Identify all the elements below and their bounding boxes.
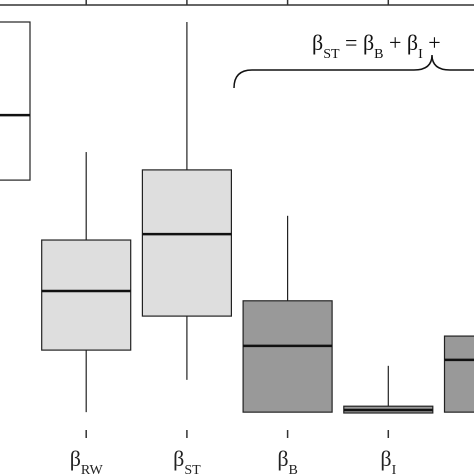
annotation-text: + <box>423 30 441 55</box>
label-symbol: β <box>70 446 81 471</box>
x-tick-label: βST <box>173 446 201 474</box>
label-subscript: B <box>289 463 298 474</box>
label-symbol: β <box>277 446 288 471</box>
box <box>141 169 232 317</box>
annotation-text: = β <box>340 30 375 55</box>
label-subscript: ST <box>184 463 201 474</box>
annotation-text: β <box>312 30 323 55</box>
x-tick-label: βI <box>380 446 396 474</box>
box <box>242 300 333 413</box>
annotation-text: + β <box>384 30 419 55</box>
brace <box>233 54 474 89</box>
box <box>41 239 132 351</box>
label-symbol: β <box>380 446 391 471</box>
annotation-subscript: I <box>418 47 423 62</box>
annotation: βST = βB + βI + <box>312 30 441 62</box>
x-tick-label: βB <box>277 446 298 474</box>
box <box>0 21 31 181</box>
label-symbol: β <box>173 446 184 471</box>
annotation-subscript: B <box>374 47 383 62</box>
label-subscript: I <box>392 463 397 474</box>
annotation-subscript: ST <box>323 47 340 62</box>
box <box>443 335 474 413</box>
label-subscript: RW <box>81 463 104 474</box>
x-tick-label: βRW <box>70 446 104 474</box>
